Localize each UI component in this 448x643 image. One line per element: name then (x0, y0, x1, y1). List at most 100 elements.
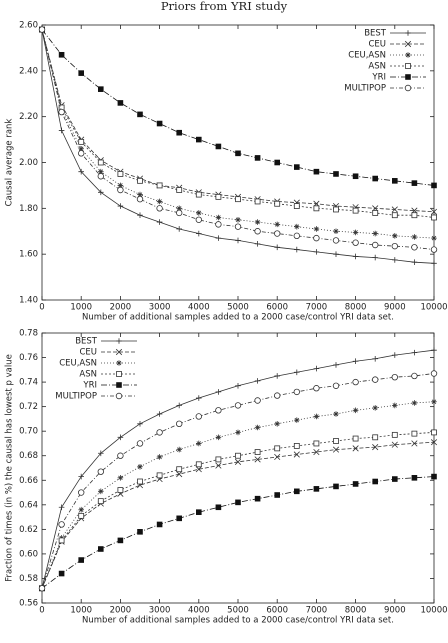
data-point (392, 476, 398, 482)
data-point (98, 168, 104, 175)
data-point (137, 191, 143, 198)
data-point (411, 212, 418, 219)
data-point (58, 537, 65, 544)
data-point (195, 461, 202, 468)
data-point (78, 473, 84, 480)
legend-marker (115, 348, 123, 356)
data-point (333, 483, 339, 490)
data-point (117, 475, 124, 481)
data-point (137, 529, 143, 535)
data-point (58, 504, 65, 511)
data-point (294, 417, 300, 423)
data-point (234, 402, 242, 409)
data-point (235, 429, 241, 436)
legend-marker (116, 382, 122, 388)
data-point (215, 214, 222, 221)
data-point (411, 244, 418, 251)
data-point (254, 495, 261, 502)
data-point (313, 486, 320, 492)
data-point (274, 200, 281, 207)
data-point (58, 127, 65, 134)
legend-label: CEU,ASN (59, 359, 97, 369)
data-point (235, 150, 241, 157)
data-point (352, 239, 359, 246)
data-point (137, 463, 143, 470)
data-point (137, 177, 143, 184)
series-line (41, 476, 435, 589)
data-point (254, 198, 261, 205)
data-point (215, 504, 222, 511)
data-point (293, 388, 300, 396)
data-point (156, 472, 163, 479)
legend-marker (405, 63, 411, 69)
data-point (136, 440, 144, 447)
data-point (254, 397, 261, 404)
data-point (156, 120, 163, 127)
data-point (431, 260, 437, 267)
data-point (137, 478, 143, 485)
data-point (372, 405, 378, 411)
x-tick-label: 0 (39, 606, 44, 616)
data-point (137, 212, 143, 219)
data-point (254, 155, 261, 161)
data-point (411, 475, 418, 481)
data-point (431, 347, 437, 353)
data-point (372, 376, 379, 383)
data-point (254, 424, 261, 431)
x-tick-label: 1000 (70, 303, 92, 313)
data-point (431, 182, 437, 189)
legend-label: CEU (368, 40, 386, 50)
data-point (411, 259, 418, 265)
series-line (41, 373, 435, 589)
data-point (235, 499, 241, 506)
y-tick-label: 0.60 (19, 549, 38, 559)
x-tick-label: 7000 (306, 606, 328, 616)
data-point (176, 205, 182, 212)
data-point (97, 159, 104, 166)
data-point (176, 446, 182, 453)
data-point (78, 506, 84, 513)
x-tick-label: 8000 (345, 606, 367, 616)
data-point (294, 223, 300, 230)
x-tick-label: 7000 (306, 303, 328, 313)
x-tick-label: 6000 (266, 606, 288, 616)
data-point (235, 382, 241, 389)
legend-marker (116, 371, 122, 377)
data-point (274, 453, 281, 461)
data-point (391, 441, 398, 448)
y-tick-label: 0.58 (19, 574, 38, 584)
data-point (352, 207, 359, 214)
data-point (391, 431, 398, 438)
y-tick-label: 2.20 (19, 112, 38, 122)
data-point (372, 210, 379, 216)
x-tick-label: 4000 (188, 606, 210, 616)
data-point (313, 385, 320, 392)
series-line (41, 401, 435, 589)
data-point (313, 440, 320, 447)
y-tick-label: 2.40 (19, 66, 38, 76)
data-point (293, 203, 300, 209)
data-point (293, 232, 300, 240)
data-point (195, 216, 202, 223)
data-point (313, 413, 320, 420)
data-point (274, 244, 280, 251)
data-point (411, 430, 418, 437)
legend-label: YRI (371, 73, 386, 83)
data-point (38, 26, 46, 33)
data-point (352, 378, 359, 386)
data-point (352, 253, 359, 260)
legend-label: YRI (82, 381, 97, 391)
data-point (411, 180, 418, 186)
data-point (254, 241, 261, 247)
data-point (372, 444, 379, 451)
data-point (313, 205, 320, 212)
data-point (176, 402, 182, 409)
data-point (274, 230, 281, 237)
data-point (78, 512, 85, 519)
data-point (156, 219, 163, 225)
y-tick-label: 0.64 (19, 500, 38, 510)
data-point (215, 462, 222, 469)
data-point (175, 420, 183, 428)
data-point (274, 159, 280, 166)
data-point (156, 521, 163, 528)
